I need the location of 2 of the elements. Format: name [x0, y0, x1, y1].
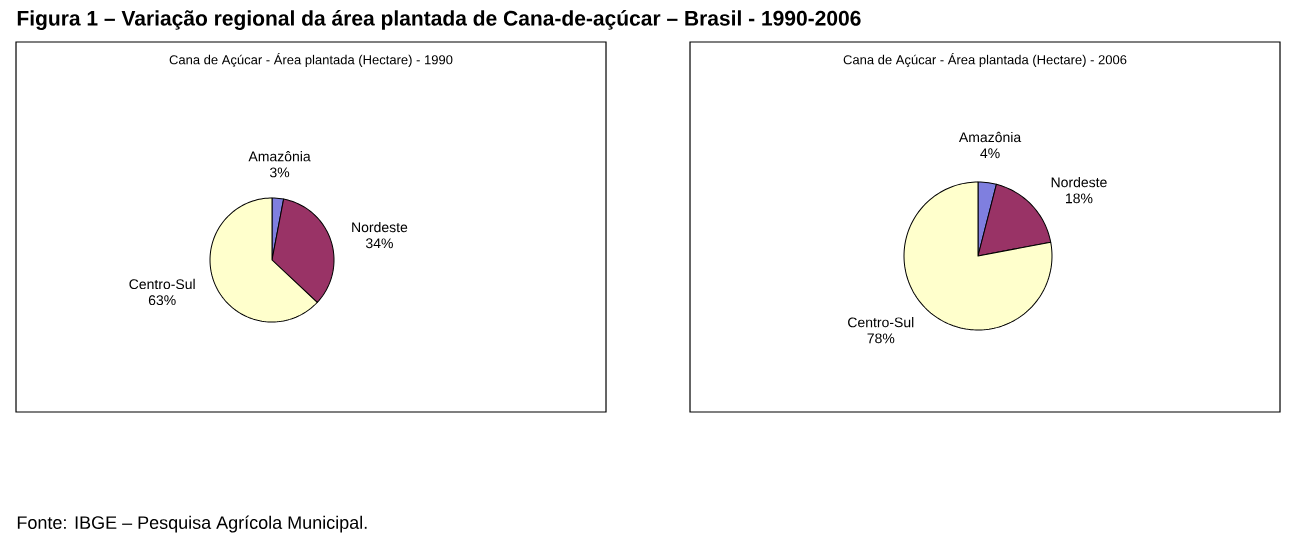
text: Figura 1 – Variação regional da área plantada de Cana-de-açúcar – Brasil - 1990-2006 — [17, 10, 861, 30]
source-note: Fonte: IBGE – Pesquisa Agrícola Municipal. — [17, 515, 367, 533]
